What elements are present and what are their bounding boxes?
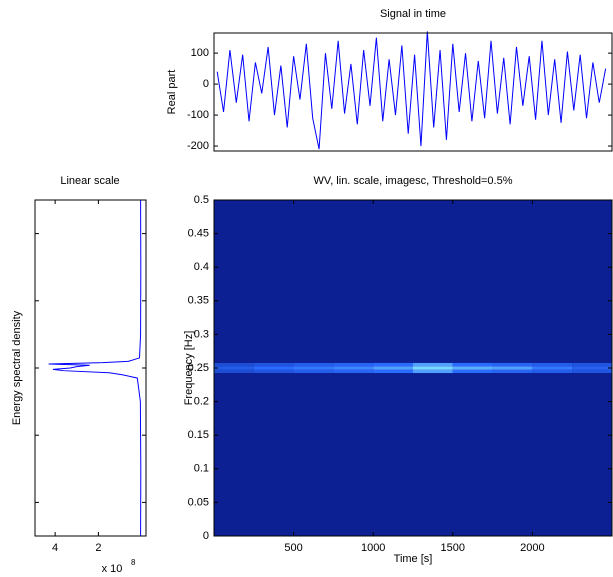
y-tick-label: 0.05: [188, 496, 209, 508]
y-tick-label: 0.15: [188, 429, 209, 441]
heat-cell: [492, 369, 533, 374]
y-label: Frequency [Hz]: [183, 331, 195, 406]
signal-line: [216, 31, 607, 150]
y-tick-label: 0.3: [194, 328, 209, 340]
x-tick-label: 1000: [361, 542, 385, 554]
heat-cell: [413, 369, 453, 374]
y-tick-label: 0.4: [194, 261, 209, 273]
axes-box: [213, 32, 613, 152]
y-tick-label: 0: [203, 530, 209, 542]
heat-cell: [293, 369, 334, 374]
y-tick-label: 0.2: [194, 396, 209, 408]
heat-cell: [452, 366, 493, 370]
heat-cell: [532, 362, 573, 367]
heat-cell: [532, 369, 573, 374]
heat-cell: [492, 366, 533, 370]
y-tick-label: 100: [191, 47, 209, 59]
axes-box: [213, 199, 613, 537]
x-label: Time [s]: [394, 553, 433, 565]
x-tick-label: 2: [95, 542, 101, 554]
y-label: Energy spectral density: [11, 310, 23, 425]
spectrum-line: [48, 199, 142, 537]
heat-cell: [492, 362, 533, 367]
heat-cell: [373, 369, 413, 374]
heat-cell: [293, 362, 334, 367]
exponent: 8: [131, 558, 136, 567]
x-tick-label: 2000: [520, 542, 544, 554]
heat-cell: [373, 366, 413, 370]
heat-cell: [452, 369, 493, 374]
heat-cell: [333, 362, 374, 367]
heat-cell: [333, 366, 374, 370]
heat-cell: [532, 366, 573, 370]
heat-cell: [572, 366, 612, 370]
heat-cell: [452, 362, 493, 367]
heat-cell: [373, 362, 413, 367]
title: Linear scale: [60, 175, 119, 187]
title: Signal in time: [380, 8, 446, 20]
y-tick-label: 0.5: [194, 194, 209, 206]
y-tick-label: 0.45: [188, 228, 209, 240]
heat-cell: [572, 362, 612, 367]
heat-cell: [253, 369, 294, 374]
exponent-base: x 10: [102, 563, 123, 575]
y-tick-label: 0: [203, 78, 209, 90]
x-tick-label: 500: [284, 542, 302, 554]
heat-cell: [413, 362, 453, 367]
y-label: Real part: [166, 70, 178, 115]
heat-cell: [572, 369, 612, 374]
y-tick-label: 0.1: [194, 463, 209, 475]
y-tick-label: 0.35: [188, 295, 209, 307]
y-tick-label: 0.25: [188, 362, 209, 374]
x-tick-label: 4: [52, 542, 58, 554]
heat-cell: [413, 366, 453, 370]
heat-cell: [214, 366, 254, 370]
heat-cell: [253, 366, 294, 370]
y-tick-label: -100: [187, 109, 209, 121]
heat-cell: [214, 362, 254, 367]
y-tick-label: -200: [187, 140, 209, 152]
axes-box: [34, 199, 147, 537]
heat-cell: [293, 366, 334, 370]
x-tick-label: 1500: [441, 542, 465, 554]
title: WV, lin. scale, imagesc, Threshold=0.5%: [313, 175, 512, 187]
heat-cell: [333, 369, 374, 374]
heat-cell: [253, 362, 294, 367]
heat-cell: [214, 369, 254, 374]
